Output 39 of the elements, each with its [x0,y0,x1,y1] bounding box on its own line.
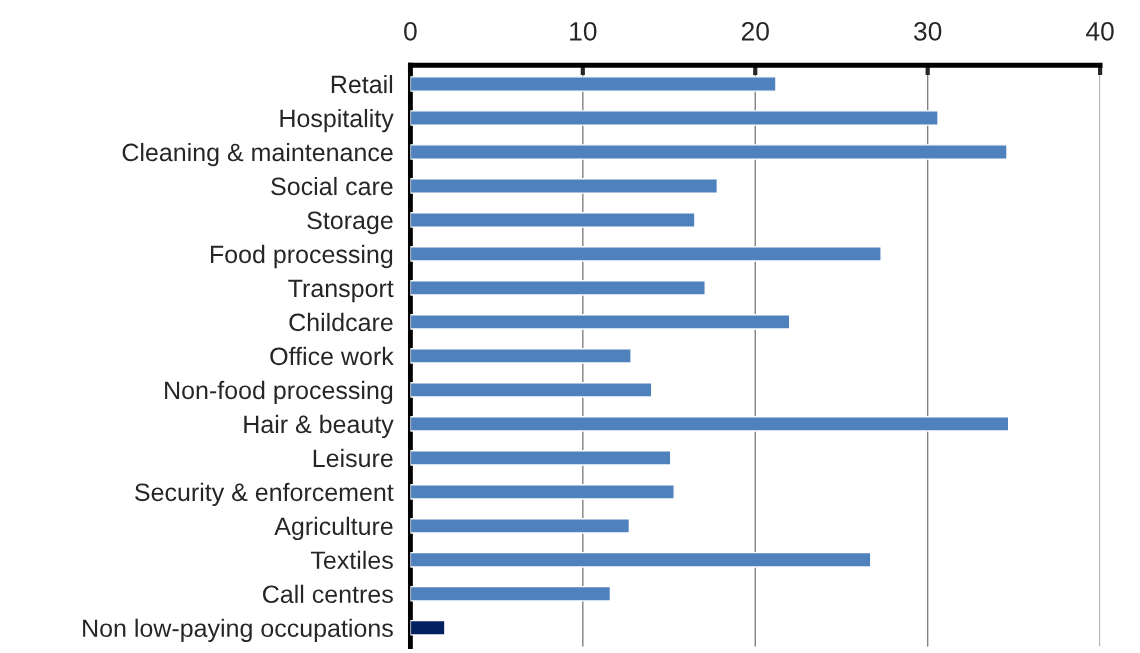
bar [410,450,672,466]
y-tick-label: Call centres [263,584,393,604]
x-tick-label: 30 [914,21,942,41]
bar [410,619,446,636]
y-tick-label: Office work [270,346,394,366]
x-tick-label: 40 [1086,21,1114,41]
y-tick-label: Hospitality [280,108,394,133]
bar [410,280,706,296]
y-tick-label: Storage [307,211,393,235]
y-tick-label: Agriculture [274,516,393,541]
bar [410,348,632,364]
x-tick-label: 10 [570,21,597,41]
bar [410,76,777,92]
bar [410,212,696,228]
x-tick-label: 0 [404,21,417,41]
y-tick-label: Hair & beauty [244,414,394,439]
x-tick-label: 20 [741,21,769,41]
y-tick-label: Social care [271,176,393,196]
bar [410,144,1008,160]
bar [410,314,791,330]
y-tick-label: Security & enforcement [135,482,394,507]
bar [410,382,653,398]
y-tick-label: Retail [331,74,393,94]
bar [410,585,612,602]
bar [410,178,719,194]
y-tick-label: Non low-paying occupations [83,618,393,643]
y-tick-label: Leisure [313,448,393,468]
bar [410,551,872,568]
bar [410,517,631,534]
y-tick-label: Childcare [289,312,393,332]
bar [410,246,882,262]
bar [410,483,675,500]
y-tick-label: Transport [288,279,394,303]
bar [410,110,939,126]
y-tick-label: Non-food processing [165,380,393,405]
y-tick-label: Textiles [310,550,393,570]
bar [410,416,1010,432]
y-tick-label: Cleaning & maintenance [122,142,393,167]
y-tick-label: Food processing [210,244,393,269]
